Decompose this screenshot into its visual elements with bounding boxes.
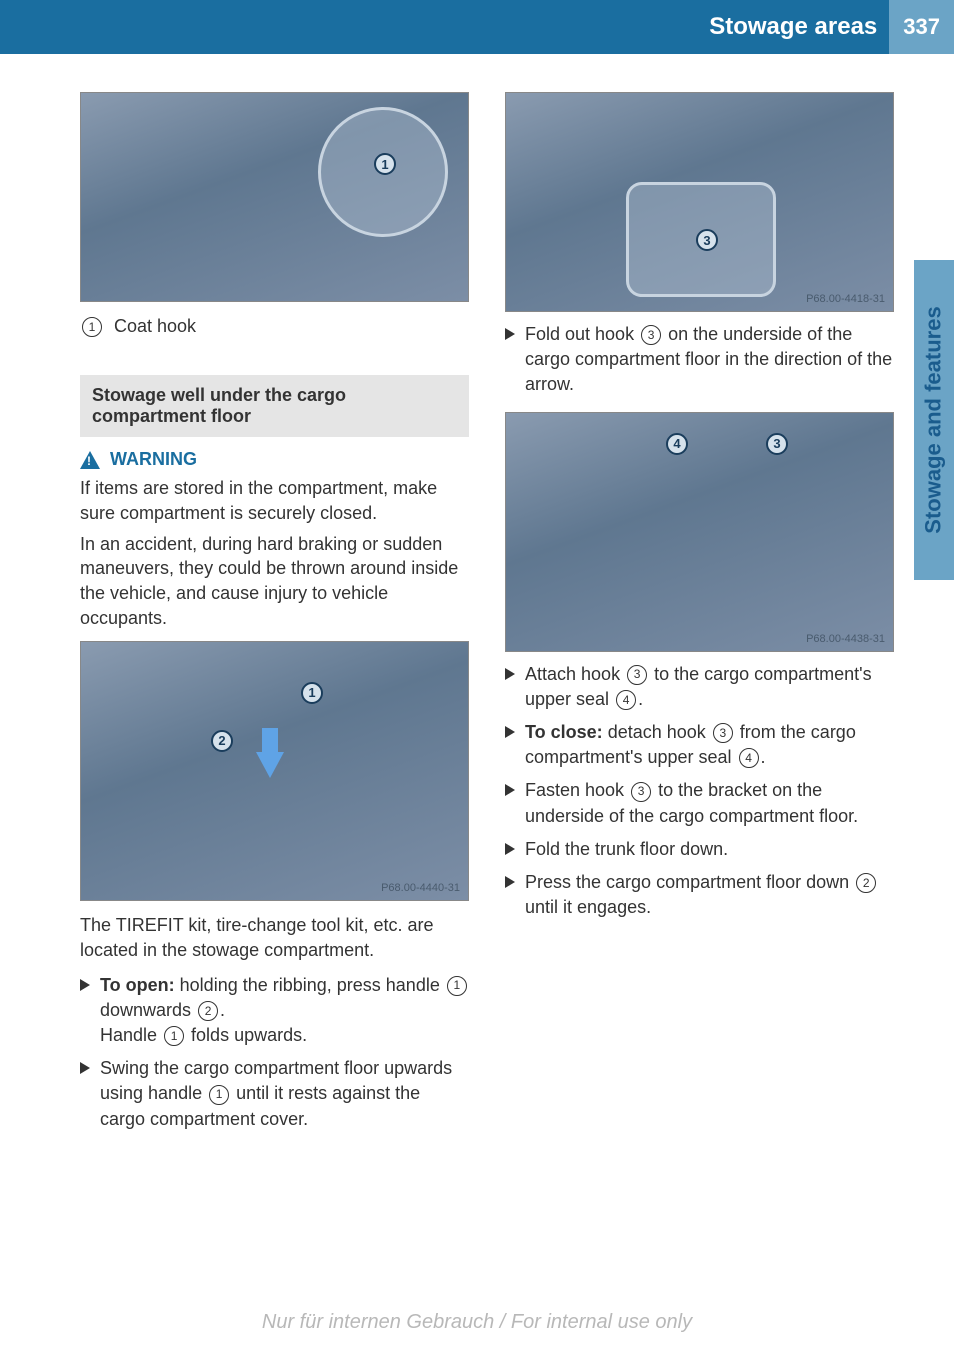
side-tab-label: Stowage and features bbox=[921, 306, 947, 533]
photo-coat-hook: 1 bbox=[80, 92, 469, 302]
arrow-down-icon bbox=[256, 752, 284, 778]
warning-p2: In an accident, during hard braking or s… bbox=[80, 532, 469, 631]
bullet-to-close: To close: detach hook 3 from the cargo c… bbox=[505, 720, 894, 770]
callout-3: 3 bbox=[696, 229, 718, 251]
bullet-fasten: Fasten hook 3 to the bracket on the unde… bbox=[505, 778, 894, 828]
callout-2: 2 bbox=[211, 730, 233, 752]
photo-attach-hook: 4 3 P68.00-4438-31 bbox=[505, 412, 894, 652]
bullet-icon bbox=[505, 668, 515, 680]
footer-watermark: Nur für internen Gebrauch / For internal… bbox=[0, 1311, 954, 1334]
left-column: 1 1 Coat hook Stowage well under the car… bbox=[80, 92, 469, 1132]
caption-coat-hook: 1 Coat hook bbox=[80, 316, 469, 337]
bullet-press: Press the cargo compartment floor down 2… bbox=[505, 870, 894, 920]
photo2-caption: The TIREFIT kit, tire-change tool kit, e… bbox=[80, 913, 469, 963]
left-bullets: To open: holding the ribbing, press hand… bbox=[80, 973, 469, 1132]
photo-id: P68.00-4418-31 bbox=[806, 293, 885, 305]
bullet-fold-out: Fold out hook 3 on the underside of the … bbox=[505, 322, 894, 398]
content-area: 1 1 Coat hook Stowage well under the car… bbox=[0, 54, 954, 1132]
callout-1: 1 bbox=[374, 153, 396, 175]
header-title: Stowage areas bbox=[709, 13, 877, 41]
bullet-fold-down: Fold the trunk floor down. bbox=[505, 837, 894, 862]
warning-p1: If items are stored in the compartment, … bbox=[80, 476, 469, 526]
caption-text: Coat hook bbox=[114, 316, 196, 337]
bullet-icon bbox=[505, 726, 515, 738]
bullet-icon bbox=[80, 1062, 90, 1074]
bullet-icon bbox=[505, 876, 515, 888]
bullet-icon bbox=[80, 979, 90, 991]
warning-label: WARNING bbox=[110, 449, 197, 470]
section-heading: Stowage well under the cargo compartment… bbox=[80, 375, 469, 437]
page-header: Stowage areas 337 bbox=[0, 0, 954, 54]
right-bullets-2: Attach hook 3 to the cargo compartment's… bbox=[505, 662, 894, 921]
photo-hook-underside: 3 P68.00-4418-31 bbox=[505, 92, 894, 312]
side-tab: Stowage and features bbox=[914, 260, 954, 580]
circled-1: 1 bbox=[82, 317, 102, 337]
bullet-attach: Attach hook 3 to the cargo compartment's… bbox=[505, 662, 894, 712]
warning-heading: WARNING bbox=[80, 449, 469, 470]
right-column: 3 P68.00-4418-31 Fold out hook 3 on the … bbox=[505, 92, 894, 1132]
warning-icon bbox=[80, 451, 100, 469]
bullet-icon bbox=[505, 784, 515, 796]
header-page-number: 337 bbox=[889, 0, 954, 54]
bullet-icon bbox=[505, 843, 515, 855]
bullet-swing: Swing the cargo compartment floor upward… bbox=[80, 1056, 469, 1132]
callout-1b: 1 bbox=[301, 682, 323, 704]
photo-id: P68.00-4440-31 bbox=[381, 882, 460, 894]
bullet-open: To open: holding the ribbing, press hand… bbox=[80, 973, 469, 1049]
bullet-icon bbox=[505, 328, 515, 340]
photo-id: P68.00-4438-31 bbox=[806, 633, 885, 645]
photo-stowage-floor: 1 2 P68.00-4440-31 bbox=[80, 641, 469, 901]
callout-4: 4 bbox=[666, 433, 688, 455]
callout-3b: 3 bbox=[766, 433, 788, 455]
right-bullets-1: Fold out hook 3 on the underside of the … bbox=[505, 322, 894, 398]
